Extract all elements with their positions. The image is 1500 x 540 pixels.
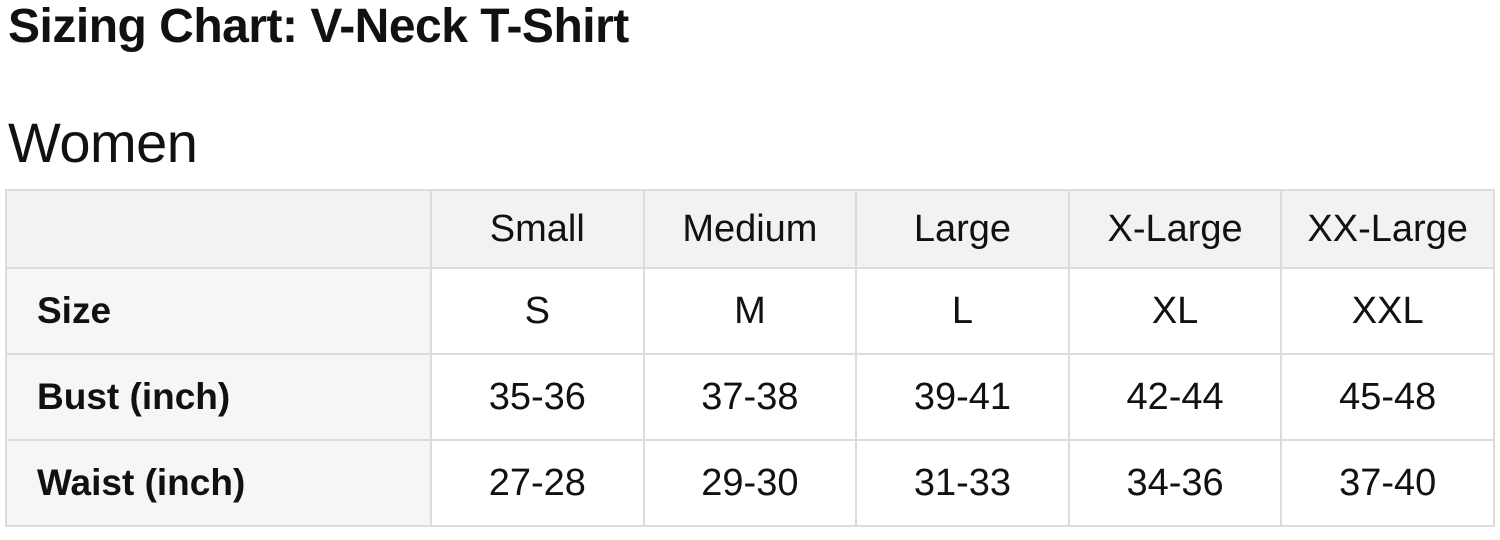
column-header-x-large: X-Large	[1067, 189, 1283, 269]
table-row-bust: Bust (inch) 35-36 37-38 39-41 42-44 45-4…	[5, 353, 1495, 441]
column-header-medium: Medium	[642, 189, 858, 269]
table-corner-cell	[5, 189, 432, 269]
table-cell: L	[855, 267, 1070, 355]
table-cell: S	[430, 267, 645, 355]
row-label-size: Size	[5, 267, 432, 355]
table-cell: 37-40	[1280, 439, 1495, 527]
table-cell: 35-36	[430, 353, 645, 441]
table-cell: 45-48	[1280, 353, 1495, 441]
column-header-xx-large: XX-Large	[1280, 189, 1495, 269]
table-header-row: Small Medium Large X-Large XX-Large	[5, 189, 1495, 269]
table-cell: M	[642, 267, 858, 355]
table-cell: XL	[1067, 267, 1283, 355]
section-heading-women: Women	[8, 111, 198, 174]
table-cell: 29-30	[642, 439, 858, 527]
column-header-large: Large	[855, 189, 1070, 269]
column-header-small: Small	[430, 189, 645, 269]
table-row-size: Size S M L XL XXL	[5, 267, 1495, 355]
page-title: Sizing Chart: V-Neck T-Shirt	[8, 0, 629, 53]
row-label-bust: Bust (inch)	[5, 353, 432, 441]
table-cell: 31-33	[855, 439, 1070, 527]
table-cell: XXL	[1280, 267, 1495, 355]
sizing-table: Small Medium Large X-Large XX-Large Size…	[5, 189, 1495, 527]
table-cell: 27-28	[430, 439, 645, 527]
table-cell: 42-44	[1067, 353, 1283, 441]
table-cell: 37-38	[642, 353, 858, 441]
table-cell: 39-41	[855, 353, 1070, 441]
table-row-waist: Waist (inch) 27-28 29-30 31-33 34-36 37-…	[5, 439, 1495, 527]
row-label-waist: Waist (inch)	[5, 439, 432, 527]
table-cell: 34-36	[1067, 439, 1283, 527]
